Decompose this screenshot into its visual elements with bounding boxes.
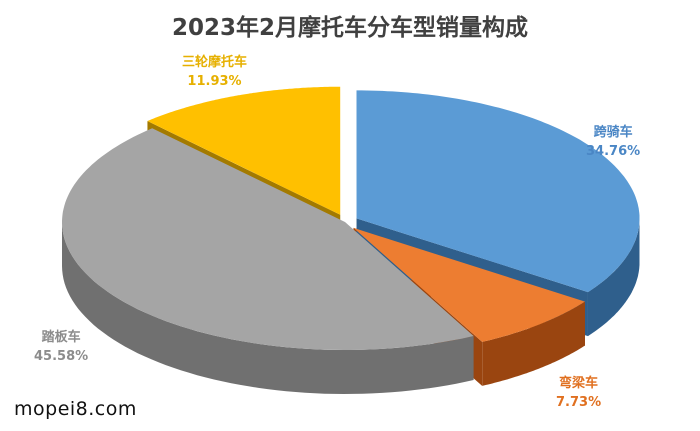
label-value: 7.73% [556, 395, 602, 410]
slice-side-1 [482, 301, 585, 386]
slice-弯梁车 [353, 227, 585, 342]
slice-side-0 [588, 218, 640, 337]
label-name: 踏板车 [41, 330, 81, 345]
slice-side-2 [62, 222, 474, 394]
slice-三轮摩托车 [147, 86, 341, 215]
label-value: 34.76% [586, 144, 641, 159]
label-taban: 踏板车 45.58% [34, 328, 88, 366]
label-name: 弯梁车 [559, 376, 599, 391]
chart-title: 2023年2月摩托车分车型销量构成 [171, 15, 529, 41]
slice-跨骑车 [356, 90, 640, 293]
watermark: mopei8.com [14, 398, 137, 420]
label-wanliang: 弯梁车 7.73% [556, 374, 601, 412]
label-name: 跨骑车 [593, 125, 633, 140]
label-name: 三轮摩托车 [182, 55, 248, 70]
label-kuaqi: 跨骑车 34.76% [586, 123, 640, 161]
label-value: 45.58% [34, 349, 89, 364]
label-value: 11.93% [187, 74, 242, 89]
label-sanlun: 三轮摩托车 11.93% [182, 53, 247, 91]
slice-踏板车 [62, 128, 474, 350]
